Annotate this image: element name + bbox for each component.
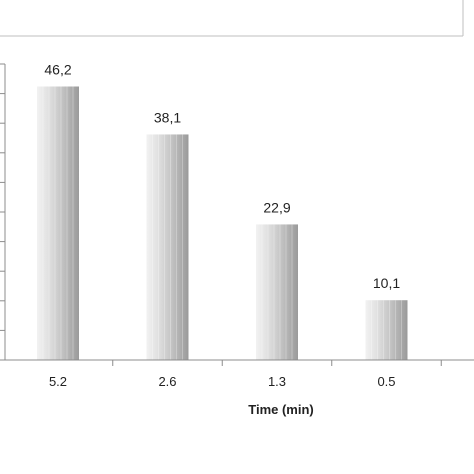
x-tick-label: 1.3 (268, 374, 286, 389)
data-label: 38,1 (154, 109, 181, 125)
bar (146, 134, 189, 360)
x-tick-label: 0.5 (377, 374, 395, 389)
y-axis-ticks (0, 63, 5, 361)
bar (256, 224, 298, 360)
x-tick-label: 5.2 (49, 374, 67, 389)
x-axis-ticks (112, 360, 442, 366)
x-tick-label: 2.6 (158, 374, 176, 389)
data-label: 46,2 (44, 61, 71, 77)
data-label: 10,1 (373, 275, 400, 291)
x-axis-title: Time (min) (248, 402, 314, 417)
bars-layer (37, 86, 408, 360)
bar (37, 86, 79, 360)
data-labels-layer: 46,2 38,1 22,9 10,1 (44, 61, 400, 291)
data-label: 22,9 (263, 199, 290, 215)
x-tick-labels: 5.22.61.30.530 (49, 374, 396, 389)
bar (365, 300, 408, 360)
